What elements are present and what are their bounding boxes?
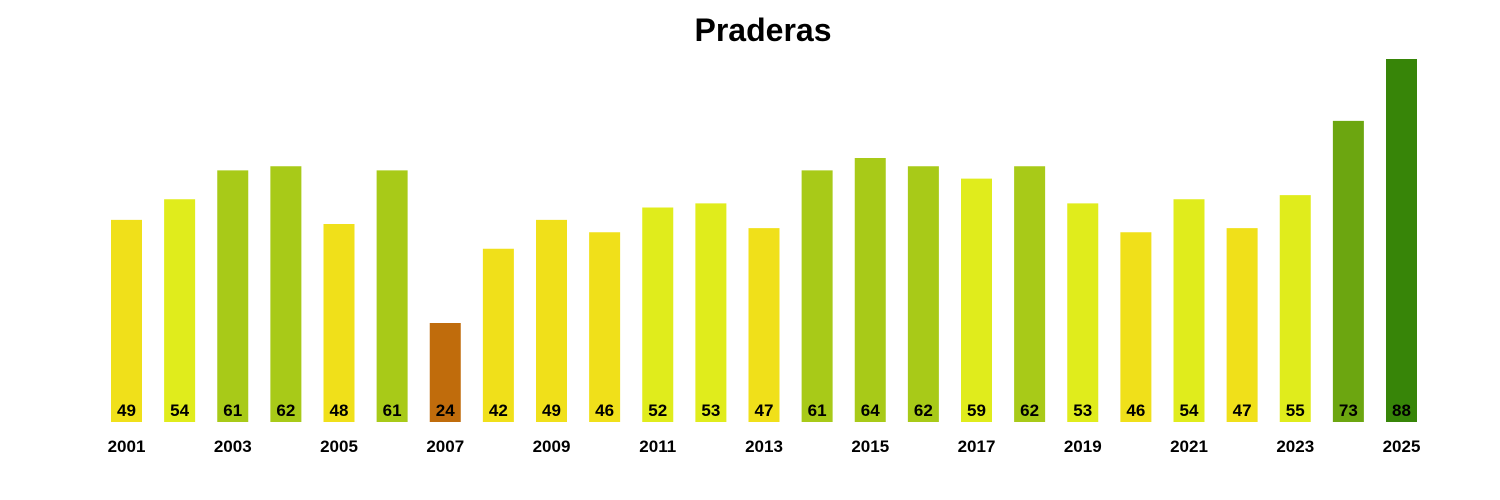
data-label: 88 — [1392, 401, 1411, 420]
data-label: 49 — [542, 401, 561, 420]
data-label: 48 — [330, 401, 349, 420]
x-tick-label: 2005 — [320, 437, 358, 456]
bar-2004 — [270, 166, 302, 422]
data-label: 53 — [1073, 401, 1092, 420]
x-tick-label: 2013 — [745, 437, 783, 456]
data-label: 62 — [914, 401, 933, 420]
data-label: 54 — [170, 401, 189, 420]
bar-2015 — [854, 158, 886, 422]
data-label: 46 — [1126, 401, 1145, 420]
x-tick-label: 2019 — [1064, 437, 1102, 456]
data-label: 61 — [223, 401, 242, 420]
bar-2022 — [1226, 228, 1258, 422]
bar-2005 — [323, 224, 355, 422]
data-label: 24 — [436, 401, 455, 420]
data-label: 59 — [967, 401, 986, 420]
bar-2008 — [482, 248, 514, 422]
x-tick-label: 2023 — [1276, 437, 1314, 456]
bar-2009 — [536, 219, 567, 422]
data-label: 54 — [1180, 401, 1199, 420]
bar-2017 — [961, 178, 992, 422]
chart-title: Praderas — [694, 12, 832, 48]
bar-2006 — [376, 170, 408, 422]
bar-2023 — [1279, 195, 1311, 422]
x-tick-label: 2007 — [426, 437, 464, 456]
data-label: 64 — [861, 401, 880, 420]
bar-2019 — [1067, 203, 1099, 422]
x-tick-label: 2003 — [214, 437, 252, 456]
data-label: 62 — [276, 401, 295, 420]
data-label: 73 — [1339, 401, 1358, 420]
bar-2010 — [589, 232, 621, 422]
data-label: 46 — [595, 401, 614, 420]
bar-2001 — [111, 219, 142, 422]
x-tick-label: 2011 — [639, 437, 676, 456]
bar-2025 — [1386, 59, 1417, 422]
bar-2014 — [801, 170, 833, 422]
x-tick-label: 2025 — [1383, 437, 1421, 456]
bar-2018 — [1014, 166, 1046, 422]
bar-2024 — [1332, 120, 1364, 422]
data-label: 53 — [701, 401, 720, 420]
bar-2021 — [1173, 199, 1205, 422]
bar-2007 — [429, 323, 461, 422]
x-tick-label: 2009 — [533, 437, 571, 456]
x-tick-label: 2001 — [108, 437, 146, 456]
bar-2012 — [695, 203, 727, 422]
x-tick-label: 2021 — [1170, 437, 1208, 456]
x-tick-label: 2015 — [851, 437, 889, 456]
bar-2003 — [217, 170, 249, 422]
data-label: 47 — [1233, 401, 1252, 420]
data-label: 42 — [489, 401, 508, 420]
data-label: 49 — [117, 401, 136, 420]
data-label: 61 — [383, 401, 402, 420]
data-label: 47 — [755, 401, 774, 420]
data-label: 55 — [1286, 401, 1305, 420]
data-label: 52 — [648, 401, 667, 420]
data-label: 61 — [808, 401, 827, 420]
bar-2020 — [1120, 232, 1152, 422]
data-label: 62 — [1020, 401, 1039, 420]
bar-2016 — [907, 166, 939, 422]
bar-2002 — [164, 199, 196, 422]
bar-2013 — [748, 228, 780, 422]
x-tick-label: 2017 — [958, 437, 996, 456]
bar-2011 — [642, 207, 674, 422]
